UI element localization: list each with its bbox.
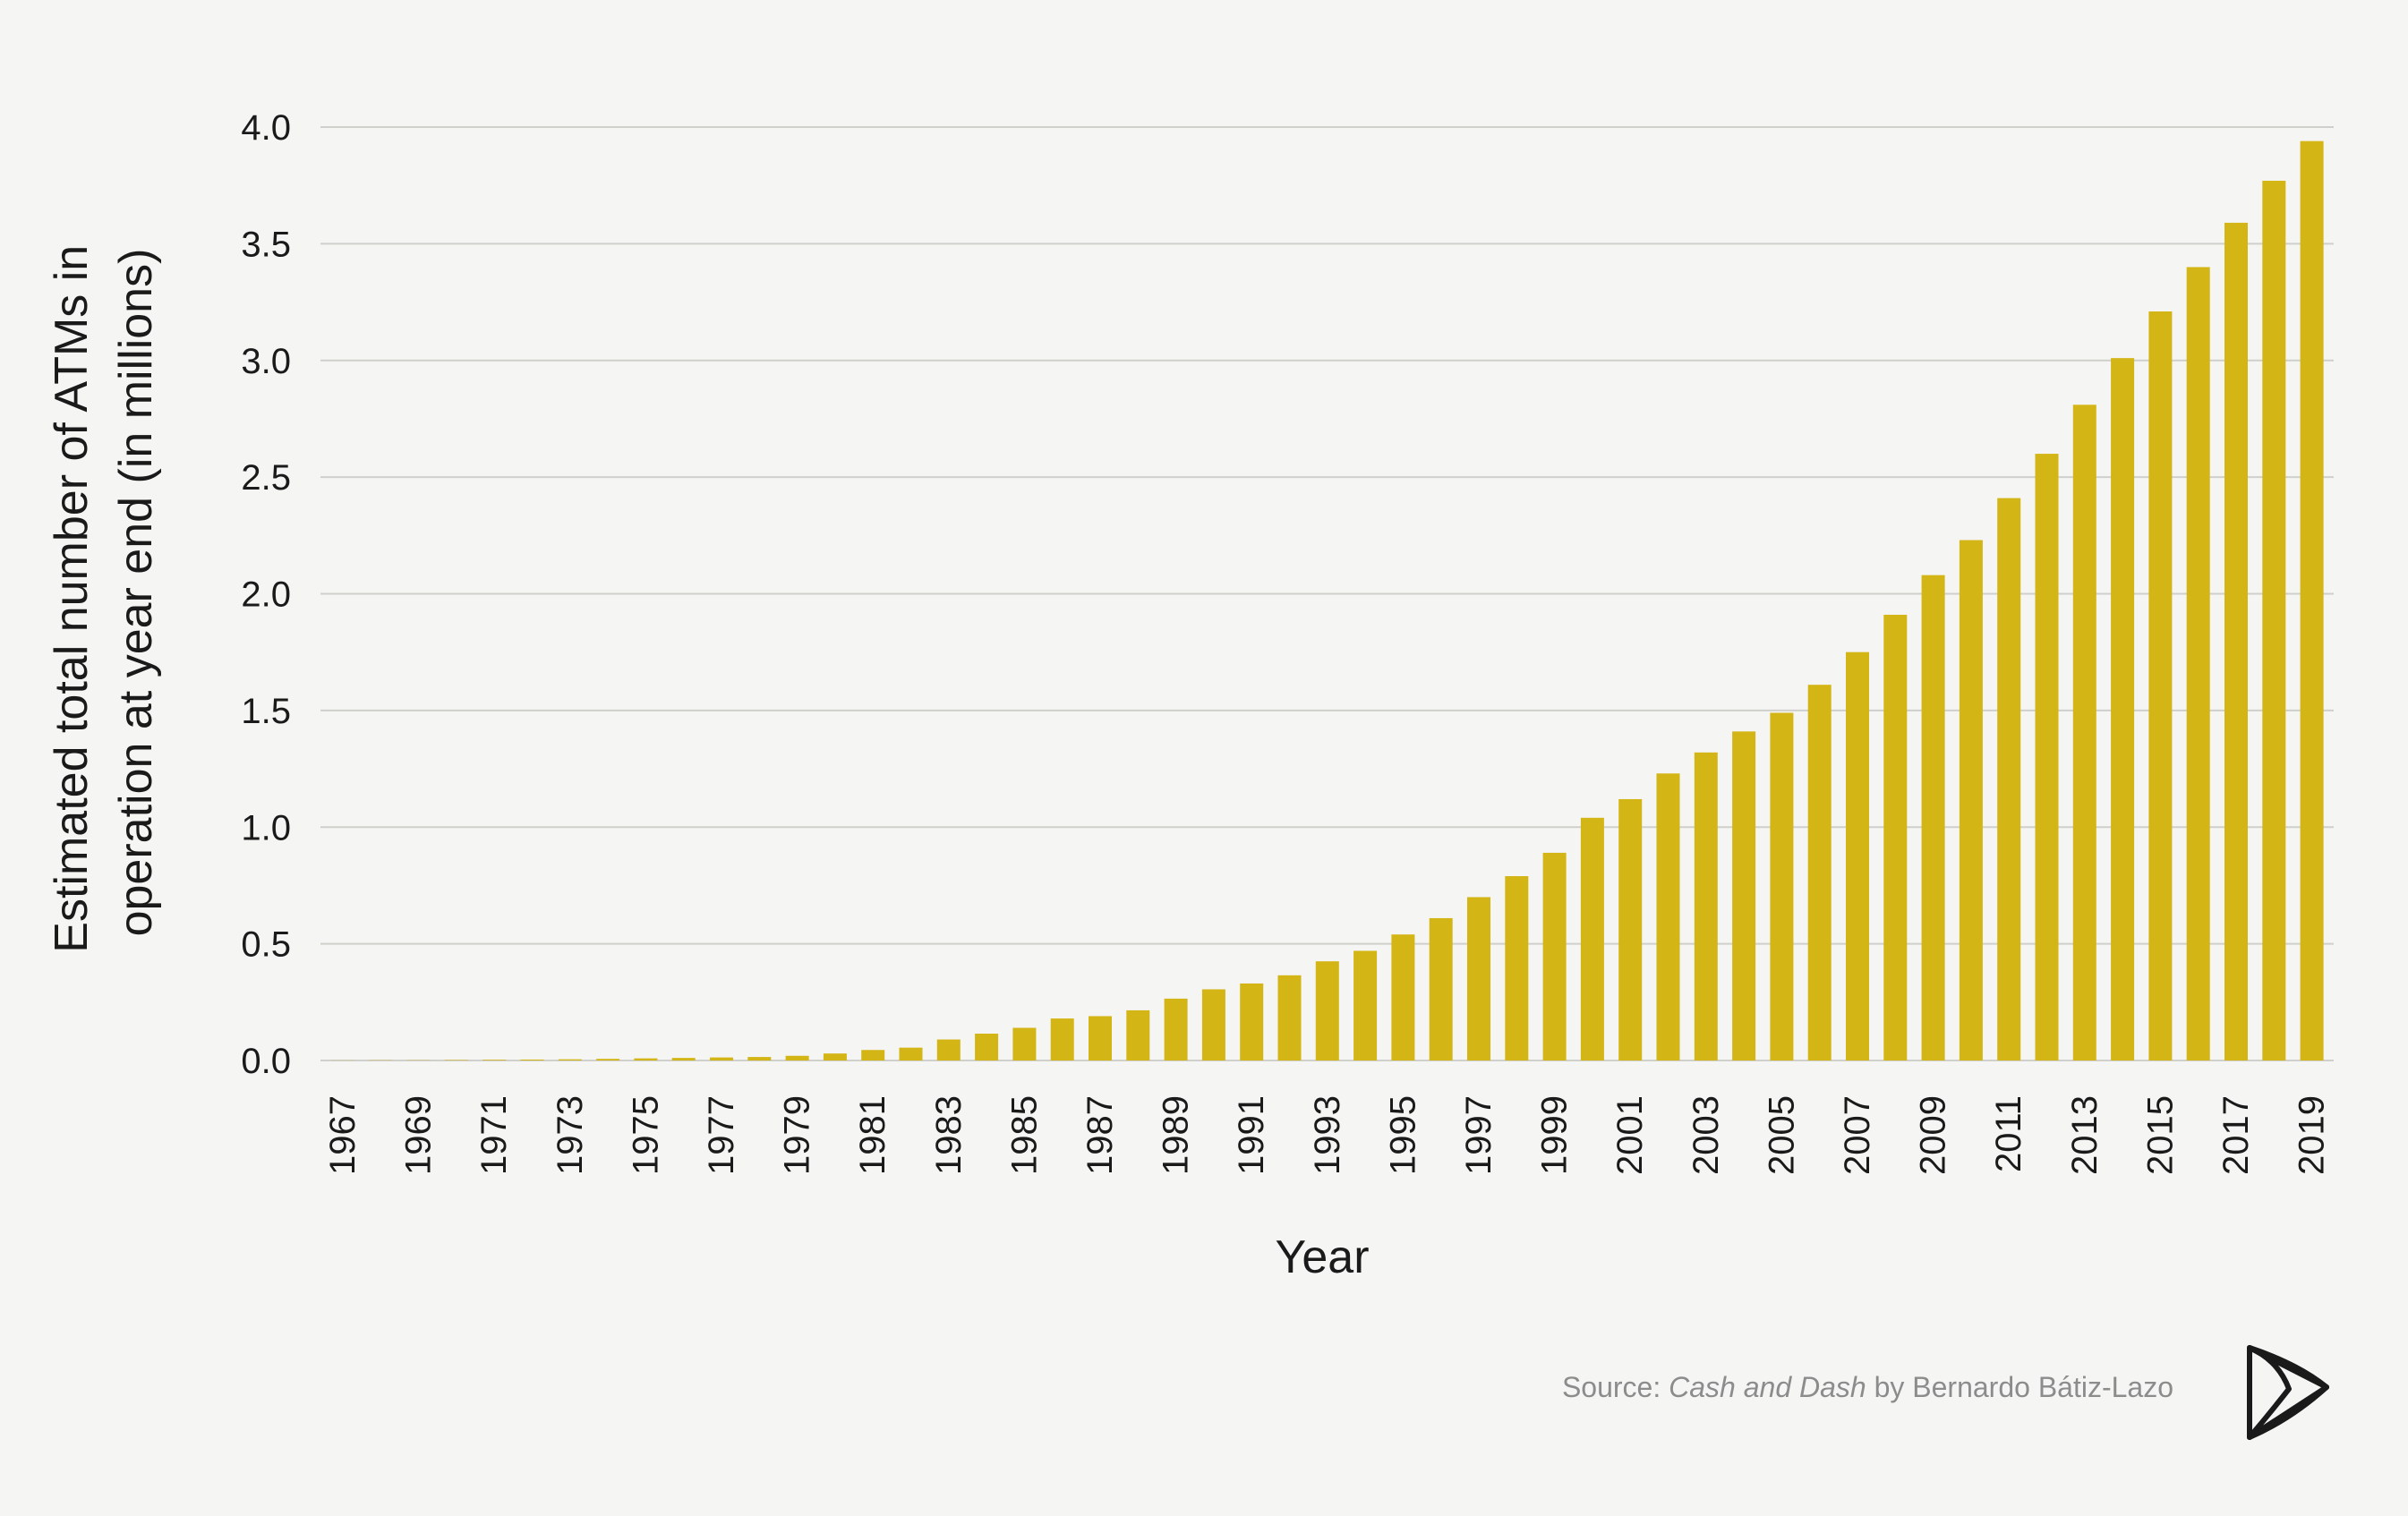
bar-2018	[2262, 180, 2286, 1060]
grid-lines	[320, 126, 2334, 1061]
x-tick-label: 2015	[2140, 1095, 2180, 1175]
bar-2004	[1732, 731, 1756, 1060]
x-tick-label: 2017	[2216, 1095, 2256, 1175]
bar-1988	[1126, 1009, 1150, 1060]
bar-1985	[1012, 1027, 1037, 1060]
bar-1977	[710, 1057, 733, 1060]
bar-1999	[1542, 852, 1567, 1060]
triangle-stack-logo-icon	[2247, 1345, 2329, 1440]
bar-2019	[2300, 141, 2324, 1060]
bar-2009	[1921, 575, 1945, 1060]
y-tick-label: 3.5	[241, 225, 291, 264]
bar-2000	[1580, 817, 1604, 1060]
x-tick-label: 1975	[626, 1095, 665, 1175]
bar-1997	[1467, 897, 1490, 1060]
bar-2010	[1959, 540, 1983, 1060]
bar-1989	[1164, 998, 1188, 1060]
source-citation: Source: Cash and Dash by Bernardo Bátiz-…	[1562, 1371, 2173, 1404]
source-prefix: Source:	[1561, 1371, 1669, 1403]
bar-2013	[2072, 405, 2096, 1061]
bar-2014	[2111, 358, 2135, 1061]
bar-1994	[1353, 950, 1378, 1060]
bar-1986	[1050, 1018, 1074, 1060]
y-tick-label: 3.0	[241, 342, 291, 381]
bar-1976	[671, 1058, 696, 1060]
bar-1992	[1277, 975, 1302, 1060]
source-book-title: Cash and Dash	[1669, 1371, 1866, 1403]
y-tick-label: 1.0	[241, 808, 291, 847]
bar-1981	[861, 1050, 885, 1060]
bar-1998	[1505, 876, 1529, 1060]
x-tick-label: 2007	[1838, 1095, 1877, 1175]
bar-2005	[1770, 712, 1794, 1060]
x-tick-label: 1987	[1080, 1095, 1120, 1175]
x-axis-title: Year	[1275, 1231, 1369, 1283]
y-axis-title-line1: Estimated total number of ATMs in	[46, 245, 98, 953]
source-author: by Bernardo Bátiz-Lazo	[1866, 1371, 2173, 1403]
bar-1993	[1315, 961, 1339, 1060]
x-tick-label: 1997	[1459, 1095, 1499, 1175]
bar-1991	[1240, 983, 1264, 1060]
y-tick-label: 2.0	[241, 575, 291, 615]
bar-1982	[899, 1047, 923, 1060]
x-tick-label: 1993	[1308, 1095, 1347, 1175]
bar-2007	[1846, 652, 1869, 1060]
y-tick-labels: 0.0 0.5 1.0 1.5 2.0 2.5 3.0 3.5 4.0	[241, 108, 291, 1081]
bar-1975	[634, 1058, 658, 1060]
bar-1996	[1429, 917, 1453, 1060]
x-tick-label: 2013	[2065, 1095, 2105, 1175]
x-tick-label: 1989	[1157, 1095, 1196, 1175]
bar-2011	[1997, 498, 2021, 1060]
y-tick-label: 0.0	[241, 1042, 291, 1081]
bar-1978	[747, 1057, 772, 1060]
x-tick-labels: 1967 1969 1971 1973 1975 1977 1979 1981 1983 1985…	[323, 1095, 2332, 1175]
y-tick-label: 2.5	[241, 458, 291, 498]
x-tick-label: 1969	[399, 1095, 439, 1175]
x-tick-label: 2001	[1610, 1095, 1650, 1175]
bar-1990	[1201, 989, 1225, 1060]
x-tick-label: 2003	[1686, 1095, 1726, 1175]
y-axis-title: Estimated total number of ATMs in operat…	[46, 232, 162, 952]
bar-1979	[785, 1055, 809, 1060]
x-tick-label: 1995	[1383, 1095, 1422, 1175]
x-tick-label: 1991	[1232, 1095, 1271, 1175]
x-tick-label: 2011	[1989, 1095, 2028, 1172]
bar-2015	[2148, 311, 2173, 1060]
x-tick-label: 1967	[323, 1095, 363, 1175]
bar-2003	[1694, 752, 1718, 1060]
bar-2012	[2035, 454, 2059, 1060]
bar-1984	[975, 1034, 999, 1060]
bar-2016	[2186, 267, 2210, 1060]
bar-2017	[2224, 222, 2248, 1061]
x-tick-label: 1985	[1004, 1095, 1044, 1175]
x-tick-label: 2019	[2293, 1095, 2332, 1175]
x-tick-label: 1973	[551, 1095, 590, 1175]
x-tick-label: 1979	[778, 1095, 817, 1175]
x-tick-label: 1983	[929, 1095, 969, 1175]
y-tick-label: 1.5	[241, 692, 291, 731]
bar-1974	[596, 1059, 620, 1060]
x-tick-label: 1971	[474, 1095, 514, 1175]
bar-1987	[1089, 1016, 1112, 1060]
x-tick-label: 1977	[702, 1095, 741, 1175]
x-tick-label: 1981	[853, 1095, 892, 1175]
y-tick-label: 0.5	[241, 925, 291, 965]
y-axis-title-line2: operation at year end (in millions)	[110, 249, 162, 937]
bar-1980	[823, 1053, 847, 1060]
bar-2008	[1883, 614, 1908, 1060]
x-tick-label: 2005	[1762, 1095, 1801, 1175]
bar-1995	[1391, 934, 1415, 1060]
bar-2001	[1618, 798, 1643, 1060]
bar-1983	[936, 1039, 961, 1060]
bars	[331, 141, 2324, 1061]
x-tick-label: 1999	[1535, 1095, 1575, 1175]
x-tick-label: 2009	[1914, 1095, 1953, 1175]
bar-2002	[1656, 773, 1680, 1060]
bar-2006	[1807, 685, 1832, 1060]
y-tick-label: 4.0	[241, 108, 291, 148]
